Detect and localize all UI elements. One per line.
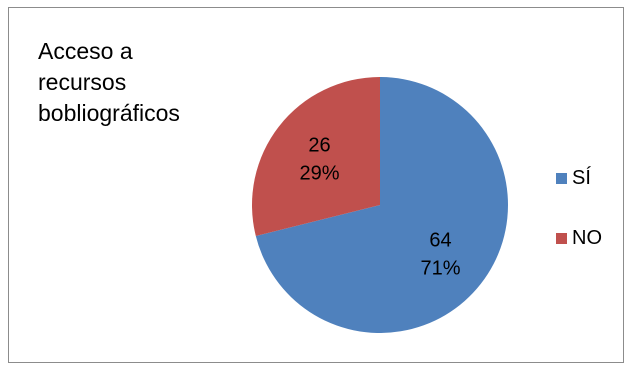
legend: SÍ NO xyxy=(556,148,602,268)
slice-no-percent-label: 29% xyxy=(299,163,339,185)
legend-item-si: SÍ xyxy=(556,148,602,208)
legend-label-no: NO xyxy=(572,226,602,249)
legend-swatch-no xyxy=(556,232,567,244)
slice-si-percent-label: 71% xyxy=(421,257,461,279)
slice-no xyxy=(252,77,380,236)
legend-item-no: NO xyxy=(556,208,602,268)
legend-label-si: SÍ xyxy=(572,166,591,189)
legend-swatch-si xyxy=(556,172,567,184)
slice-si xyxy=(255,77,509,333)
slice-no-value-label: 26 xyxy=(308,135,330,157)
chart-title: Acceso a recursos bobliográficos xyxy=(38,36,238,129)
chart-title-line-1: Acceso a xyxy=(38,38,133,64)
chart-title-line-3: bobliográficos xyxy=(38,100,180,126)
chart-title-line-2: recursos xyxy=(38,69,127,95)
slice-si-value-label: 64 xyxy=(429,229,451,251)
